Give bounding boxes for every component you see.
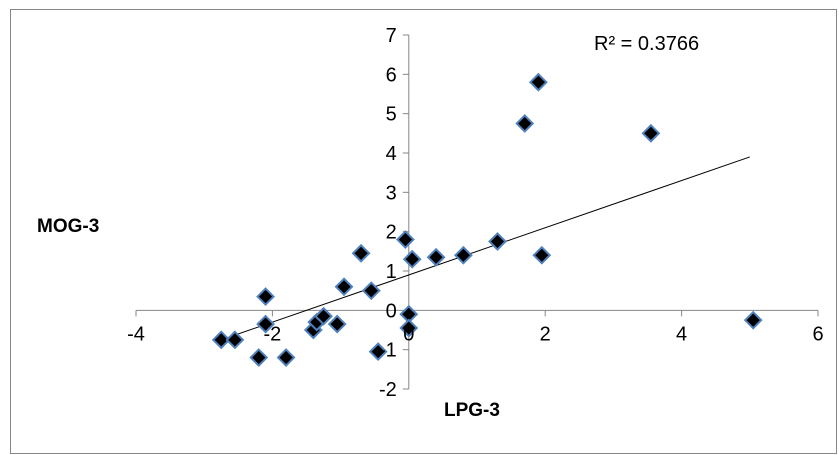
data-point (256, 314, 275, 334)
x-tick-label: 2 (540, 323, 551, 345)
data-point (211, 330, 231, 350)
data-point (361, 281, 381, 301)
y-tick-label: 6 (386, 64, 397, 86)
data-point (641, 123, 661, 143)
data-point (256, 287, 275, 306)
y-tick-label: 1 (386, 261, 397, 283)
x-tick-label: 0 (403, 323, 414, 345)
data-point (532, 245, 552, 265)
x-tick-label: 6 (812, 323, 823, 345)
data-point (314, 306, 333, 326)
y-tick-label: 3 (386, 182, 397, 204)
trendline-group (224, 156, 750, 340)
x-tick-label: 4 (676, 323, 687, 345)
x-axis-title: LPG-3 (444, 400, 500, 421)
chart-area: -4 -2 0 2 4 6 -2 -1 0 1 2 3 4 5 6 7 R² = 0.3766 MOG-3 L… (10, 9, 837, 454)
data-point (402, 249, 422, 269)
data-point (399, 318, 419, 338)
y-tick-label: 2 (386, 222, 397, 244)
y-tick-label: 5 (386, 104, 397, 126)
scatter-plot: -4 -2 0 2 4 6 -2 -1 0 1 2 3 4 5 6 7 R² = 0.3766 MOG-3 L… (37, 25, 824, 421)
data-point (395, 230, 415, 249)
data-point (528, 72, 548, 92)
data-point (426, 247, 446, 267)
y-tick-label: -1 (379, 340, 397, 362)
points-group (211, 72, 763, 367)
data-point (327, 314, 347, 334)
y-tick-label: -2 (379, 379, 397, 401)
data-point (488, 232, 507, 251)
data-point (249, 348, 269, 367)
data-point (351, 243, 371, 263)
data-point (368, 342, 388, 362)
data-point (515, 114, 535, 133)
x-tick-label: -4 (127, 323, 145, 345)
x-tick-label: -2 (264, 323, 282, 345)
y-tick-label: 0 (386, 300, 397, 322)
data-point (276, 348, 296, 367)
y-tick-label: 4 (386, 143, 397, 165)
r-squared-label: R² = 0.3766 (594, 33, 699, 55)
data-point (453, 245, 473, 265)
trendline (224, 156, 750, 340)
y-tick-label: 7 (386, 25, 397, 47)
y-axis-title: MOG-3 (37, 216, 99, 237)
data-point (225, 330, 245, 350)
tick-labels: -4 -2 0 2 4 6 -2 -1 0 1 2 3 4 5 6 7 (127, 25, 823, 401)
data-point (743, 310, 763, 330)
data-point (334, 277, 354, 297)
